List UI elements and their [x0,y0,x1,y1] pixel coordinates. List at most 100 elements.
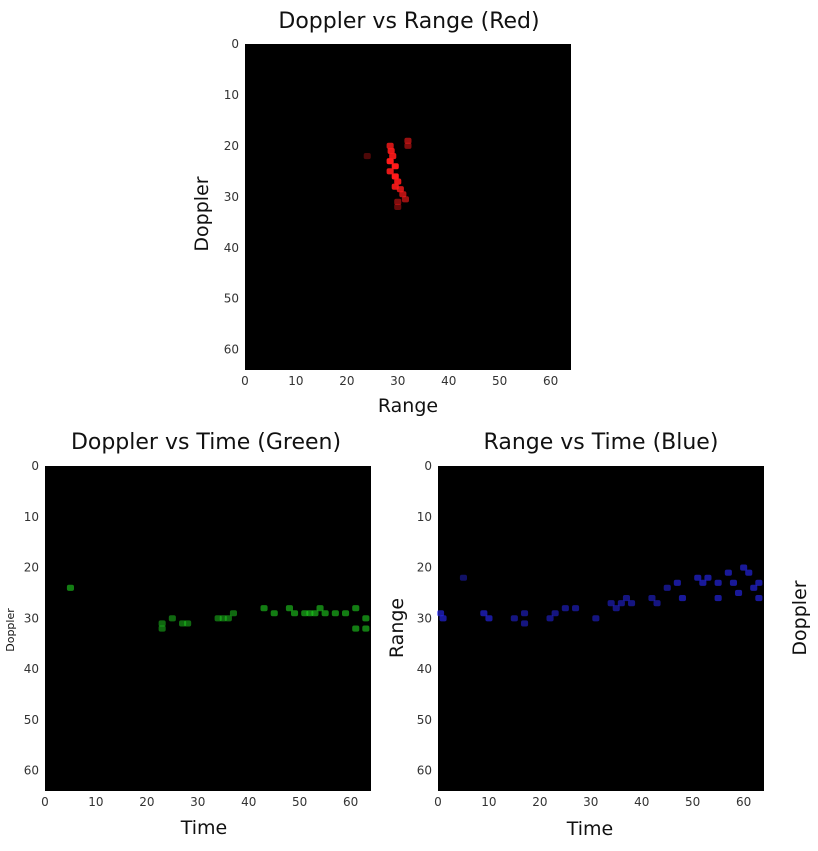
heatmap-cell [386,142,394,149]
heatmap-cells [437,564,763,627]
y-tick-label: 20 [24,561,39,575]
heatmap-cell [387,147,395,154]
y-tick-label: 60 [417,764,432,778]
y-tick-label: 40 [417,662,432,676]
chart-title: Doppler vs Time (Green) [71,430,341,455]
heatmap-cell [607,600,615,607]
heatmap-cell [459,574,467,581]
x-tick-label: 50 [685,795,700,809]
heatmap-cells [363,137,412,210]
y-tick-label: 0 [424,459,432,473]
heatmap-cell [362,615,370,622]
y-tick-label: 10 [417,510,432,524]
y-tick-label: 50 [224,292,239,306]
heatmap-cell [363,153,371,160]
chart-doppler-vs-range: Doppler vs Range (Red) 0 10 20 30 40 50 60 0 10… [191,9,571,417]
heatmap-cell [437,610,445,617]
heatmap-cell [612,605,620,612]
y-tick-labels: 0 10 20 30 40 50 60 [24,459,39,778]
heatmap-cell [394,203,402,210]
heatmap-cell [699,579,707,586]
heatmap-cell [291,610,299,617]
heatmap-cell [439,615,447,622]
x-tick-label: 20 [139,795,154,809]
heatmap-cell [551,610,559,617]
heatmap-cells [66,584,370,632]
heatmap-cell [745,569,753,576]
heatmap-cell [714,595,722,602]
heatmap-cell [394,178,402,185]
heatmap-cell [394,198,402,205]
heatmap-cell [404,137,412,144]
heatmap-cell [158,625,166,632]
y-tick-label: 0 [31,459,39,473]
y-tick-label: 50 [417,713,432,727]
x-tick-label: 30 [390,374,405,388]
heatmap-cell [396,186,404,193]
heatmap-cell [694,574,702,581]
heatmap-cell [755,595,763,602]
x-tick-label: 0 [41,795,49,809]
heatmap-cell [321,610,329,617]
x-tick-label: 40 [241,795,256,809]
x-tick-label: 60 [343,795,358,809]
x-tick-label: 30 [190,795,205,809]
heatmap-cell [270,610,278,617]
heatmap-cell [342,610,350,617]
heatmap-cell [184,620,192,627]
heatmap-cell [521,620,529,627]
heatmap-cell [399,191,407,198]
heatmap-cell [755,579,763,586]
x-axis-label: Time [180,817,228,839]
heatmap-cell [546,615,554,622]
heatmap-cell [673,579,681,586]
y-tick-labels: 0 10 20 30 40 50 60 [224,37,239,357]
y-axis-label: Doppler [4,608,17,652]
heatmap-cell [229,610,237,617]
heatmap-cell [628,600,636,607]
chart-range-vs-time: Range vs Time (Blue) 0 10 20 30 40 50 60 0 10 20… [386,430,764,840]
x-tick-label: 40 [441,374,456,388]
heatmap-cell [158,620,166,627]
heatmap-cell [622,595,630,602]
heatmap-cell [663,584,671,591]
x-tick-label: 0 [241,374,249,388]
heatmap-cell [678,595,686,602]
y-tick-label: 0 [231,37,239,51]
heatmap-cell [391,173,399,180]
heatmap-cell [386,168,394,175]
heatmap-cell [724,569,732,576]
heatmap-cell [653,600,661,607]
y-axis-label: Range [386,598,408,658]
heatmap-cell [331,610,339,617]
x-tick-label: 50 [492,374,507,388]
heatmap-cell [592,615,600,622]
heatmap-cell [521,610,529,617]
y-tick-label: 30 [224,190,239,204]
y-tick-label: 50 [24,713,39,727]
y-tick-label: 60 [24,764,39,778]
y-tick-label: 40 [24,662,39,676]
heatmap-cell [66,584,74,591]
heatmap-cell [404,142,412,149]
x-tick-labels: 0 10 20 30 40 50 60 [434,795,751,809]
y-tick-label: 30 [24,611,39,625]
y-axis-label: Doppler [191,176,213,251]
heatmap-cell [617,600,625,607]
y-tick-label: 60 [224,343,239,357]
heatmap-cell [352,605,360,612]
y-tick-label: 10 [224,88,239,102]
heatmap-cell [561,605,569,612]
heatmap-cell [389,153,397,160]
x-axis-label: Time [566,818,614,840]
heatmap-cell [704,574,712,581]
x-axis-label: Range [378,395,438,417]
plot-area [438,466,764,791]
heatmap-cell [391,163,399,170]
heatmap-cell [740,564,748,571]
x-tick-label: 10 [88,795,103,809]
x-tick-label: 20 [339,374,354,388]
plot-area [45,466,371,791]
heatmap-cell [401,196,409,203]
